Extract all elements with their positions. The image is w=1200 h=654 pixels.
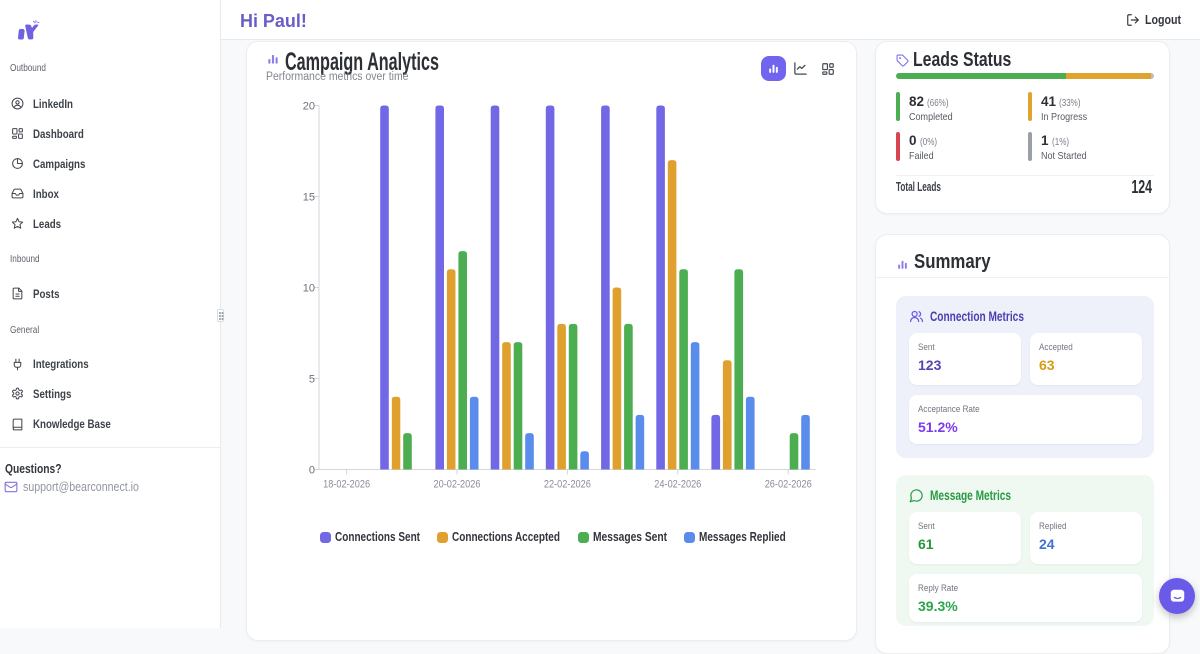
svg-text:20: 20	[303, 100, 315, 112]
svg-text:24-02-2026: 24-02-2026	[654, 479, 701, 491]
svg-text:15: 15	[303, 191, 315, 203]
svg-text:18-02-2026: 18-02-2026	[323, 479, 370, 491]
svg-text:22-02-2026: 22-02-2026	[544, 479, 591, 491]
svg-text:0: 0	[309, 464, 315, 476]
svg-text:5: 5	[309, 373, 315, 385]
svg-text:10: 10	[303, 282, 315, 294]
svg-text:20-02-2026: 20-02-2026	[434, 479, 481, 491]
svg-text:26-02-2026: 26-02-2026	[765, 479, 812, 491]
